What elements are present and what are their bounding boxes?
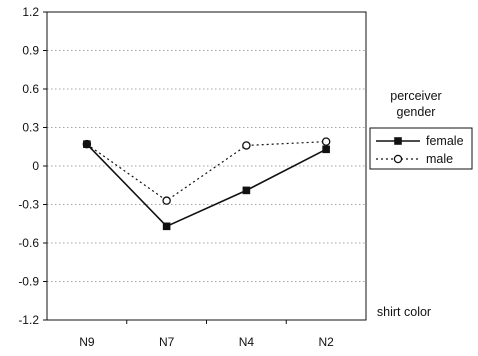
- x-tick-label: N9: [79, 335, 95, 349]
- series-line-male: [86, 141, 327, 202]
- y-tick-label: 0.6: [22, 82, 39, 96]
- x-axis-label: shirt color: [377, 305, 431, 319]
- plot-area-frame: [46, 11, 367, 321]
- legend-label-male: male: [426, 152, 453, 166]
- legend: female male: [376, 134, 464, 166]
- y-tick-label: -0.6: [18, 236, 39, 250]
- series-male: [82, 137, 331, 205]
- y-tick-label: 1.2: [22, 5, 39, 19]
- y-tick-label: -0.9: [18, 275, 39, 289]
- data-point-male: [242, 141, 251, 150]
- x-tick-label: N4: [239, 335, 255, 349]
- data-point-male: [162, 196, 171, 205]
- legend-title-line-1: perceiver: [390, 89, 441, 103]
- data-point-female: [322, 145, 330, 154]
- series-layer: [82, 137, 331, 231]
- series-line-female: [86, 143, 327, 228]
- data-point-female: [242, 186, 251, 195]
- y-tick-label: 0.9: [22, 44, 39, 58]
- y-axis-ticks: 1.2 0.9 0.6 0.3 0 -0.3 -0.6 -0.9 -1.2: [18, 5, 47, 327]
- data-point-female: [162, 222, 171, 231]
- data-point-male: [321, 137, 331, 146]
- x-axis-ticks: N9 N7 N4 N2: [79, 320, 334, 349]
- y-tick-label: 0.3: [22, 121, 39, 135]
- legend-box: [369, 127, 473, 170]
- y-tick-label: -1.2: [18, 313, 39, 327]
- x-tick-label: N2: [318, 335, 334, 349]
- data-point-male: [393, 154, 403, 164]
- data-point-female: [394, 137, 402, 145]
- y-tick-label: -0.3: [18, 198, 39, 212]
- data-point-female: [83, 140, 91, 148]
- x-tick-label: N7: [159, 335, 175, 349]
- legend-title-line-2: gender: [397, 105, 436, 119]
- grid-lines: [47, 50, 366, 282]
- legend-label-female: female: [426, 134, 464, 148]
- y-tick-label: 0: [32, 159, 39, 173]
- series-female: [83, 140, 330, 231]
